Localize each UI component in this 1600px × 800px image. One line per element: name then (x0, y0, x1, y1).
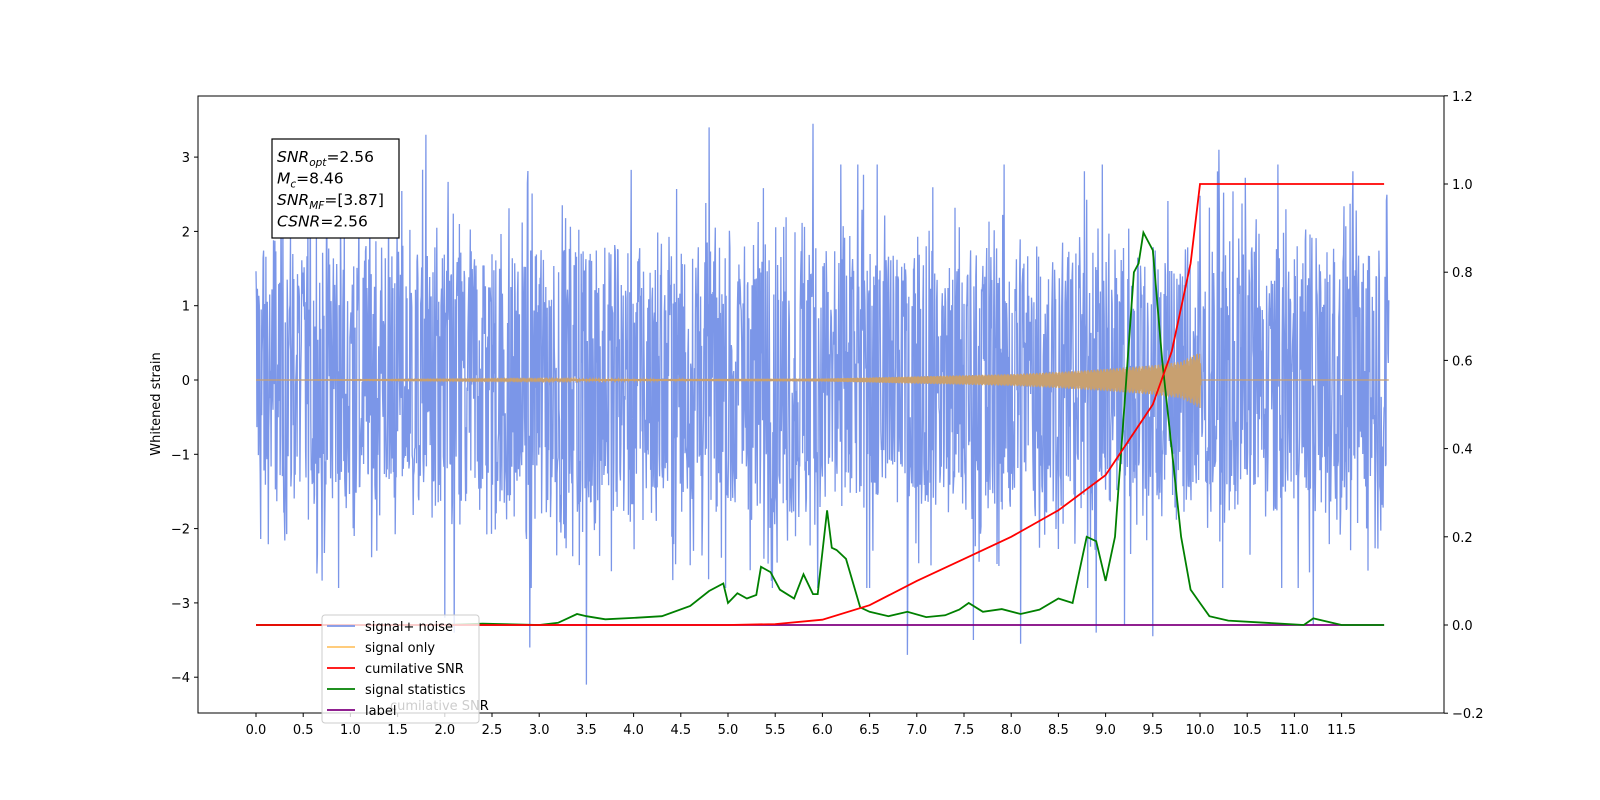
annotation-name: SNR (277, 148, 309, 166)
x-tick-label: 10.0 (1186, 723, 1215, 738)
right-y-tick-label: 0.4 (1452, 443, 1473, 458)
x-tick-label: 9.5 (1142, 723, 1163, 738)
legend-label: signal+ noise (365, 620, 453, 635)
x-tick-label: 8.5 (1048, 723, 1069, 738)
left-y-tick-label: −3 (171, 597, 190, 612)
signal-statistics-line (256, 229, 1385, 626)
x-tick-label: 1.0 (340, 723, 361, 738)
annotation-value: =8.46 (296, 170, 344, 188)
x-tick-label: 6.5 (859, 723, 880, 738)
x-tick-label: 10.5 (1233, 723, 1262, 738)
x-tick-label: 9.0 (1095, 723, 1116, 738)
x-tick-label: 2.0 (434, 723, 455, 738)
x-tick-label: 5.0 (718, 723, 739, 738)
left-y-tick-label: −2 (171, 523, 190, 538)
legend-label: cumilative SNR (365, 662, 464, 677)
x-tick-label: 0.0 (246, 723, 267, 738)
right-y-tick-label: 0.2 (1452, 531, 1473, 546)
x-tick-label: 8.0 (1001, 723, 1022, 738)
annotation-line: Mc=8.46 (277, 170, 344, 191)
left-y-tick-label: −1 (171, 448, 190, 463)
x-tick-label: 7.5 (954, 723, 975, 738)
x-tick-label: 1.5 (387, 723, 408, 738)
annotation-value: =2.56 (320, 213, 368, 231)
signal-noise-series (255, 123, 1390, 685)
annotation-name: SNR (277, 191, 309, 209)
x-axis: 0.0 0.5 1.0 1.5 2.0 2.5 3.0 3.5 4.0 4.5 5.0 5.5 6.0 6… (246, 713, 1356, 738)
x-tick-label: 3.0 (529, 723, 550, 738)
annotation-line: CSNR=2.56 (277, 213, 368, 231)
x-tick-label: 11.5 (1327, 723, 1356, 738)
legend-label: label (365, 704, 396, 719)
left-y-tick-label: 1 (182, 300, 190, 315)
legend-label: signal only (365, 641, 435, 656)
right-y-tick-label: 1.0 (1452, 178, 1473, 193)
x-tick-label: 2.5 (482, 723, 503, 738)
x-tick-label: 0.5 (293, 723, 314, 738)
right-y-tick-label: 1.2 (1452, 90, 1473, 105)
left-y-tick-label: 0 (182, 374, 190, 389)
plot-frame (197, 95, 1445, 714)
annotation-value: =2.56 (326, 148, 374, 166)
annotation-value: =[3.87] (324, 191, 384, 209)
right-y-tick-label: 0.8 (1452, 266, 1473, 281)
right-y-tick-label: 0.6 (1452, 354, 1473, 369)
x-tick-label: 11.0 (1280, 723, 1309, 738)
signal-noise-line (255, 123, 1390, 685)
legend-frame (321, 614, 480, 724)
annotation-name: CSNR (277, 213, 320, 231)
x-tick-label: 5.5 (765, 723, 786, 738)
signal-only-line (256, 353, 1389, 409)
annotation-subscript: opt (309, 157, 327, 169)
right-y-axis: −0.2 0.0 0.2 0.4 0.6 0.8 1.0 1.2 (1444, 90, 1484, 722)
annotation-line: SNRMF=[3.87] (277, 191, 384, 212)
annotation-name: M (277, 170, 290, 188)
right-y-tick-label: 0.0 (1452, 619, 1473, 634)
left-y-axis: −4 −3 −2 −1 0 1 2 3 (171, 151, 198, 686)
left-y-tick-label: 2 (182, 225, 190, 240)
annotation-line: SNRopt=2.56 (277, 148, 374, 169)
annotation-subscript: MF (309, 200, 325, 212)
x-tick-label: 4.5 (670, 723, 691, 738)
x-tick-label: 6.0 (812, 723, 833, 738)
cumilative-snr-line (256, 183, 1385, 626)
annotation-frame (271, 138, 400, 239)
x-tick-label: 7.0 (906, 723, 927, 738)
y-axis-label: Whitened strain (149, 352, 164, 455)
x-tick-label: 3.5 (576, 723, 597, 738)
x-tick-label: 4.0 (623, 723, 644, 738)
left-y-tick-label: −4 (171, 671, 190, 686)
left-y-tick-label: 3 (182, 151, 190, 166)
annotation-subscript: c (290, 179, 296, 191)
right-y-tick-label: −0.2 (1452, 707, 1484, 722)
signal-only-series (256, 353, 1389, 409)
legend-label: signal statistics (365, 683, 466, 698)
